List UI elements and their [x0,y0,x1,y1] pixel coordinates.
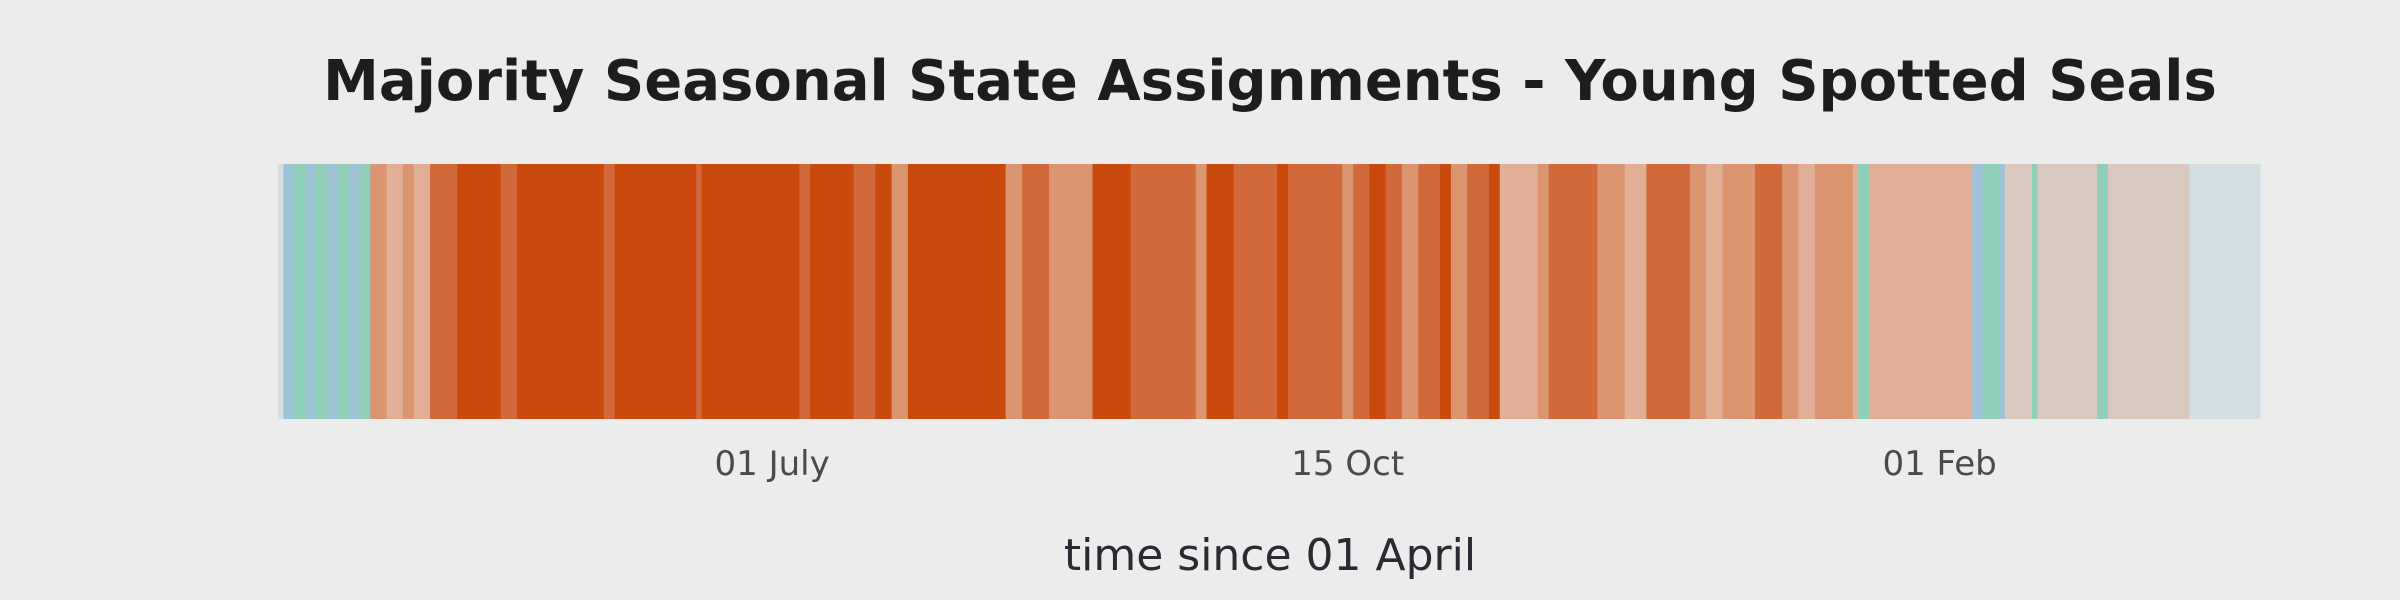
state-segment [516,164,605,419]
state-segment [1418,164,1441,419]
state-segment [430,164,458,419]
state-segment [614,164,697,419]
state-segment [1814,164,1854,419]
state-segment [1624,164,1647,419]
state-segment [1852,164,1859,419]
state-segment [1402,164,1419,419]
state-segment [359,164,371,419]
state-segment [2031,164,2038,419]
state-segment [603,164,616,419]
state-segment [1858,164,1870,419]
state-segment [799,164,811,419]
state-segment [907,164,1007,419]
state-segment [457,164,502,419]
state-segment [2037,164,2098,419]
state-segment [1499,164,1539,419]
state-segment [701,164,800,419]
state-segment [1706,164,1724,419]
x-tick-label: 01 July [715,444,830,484]
state-segment [1353,164,1371,419]
state-segment [1005,164,1023,419]
state-segment [1342,164,1354,419]
state-segment [1999,164,2006,419]
x-axis-ticks: 01 July 15 Oct 01 Feb [715,444,1997,484]
state-segment [1288,164,1343,419]
state-segment [370,164,388,419]
state-segment [1722,164,1756,419]
state-strip [278,164,2261,419]
state-segment [337,164,350,419]
state-segment [1537,164,1550,419]
state-segment [1467,164,1490,419]
state-segment [305,164,317,419]
state-segment [891,164,909,419]
state-segment [1689,164,1707,419]
state-segment [316,164,328,419]
state-segment [326,164,339,419]
state-segment [1092,164,1132,419]
state-segment [386,164,404,419]
state-segment [1754,164,1783,419]
state-segment [1369,164,1387,419]
state-segment [278,164,285,419]
state-segment [1277,164,1289,419]
state-segment [1233,164,1278,419]
state-segment [1195,164,1208,419]
state-segment [1152,164,1197,419]
state-segment [875,164,893,419]
state-segment [294,164,306,419]
state-segment [1130,164,1153,419]
state-segment [2004,164,2033,419]
state-segment [2107,164,2191,419]
x-tick-label: 15 Oct [1291,444,1404,484]
state-segment [348,164,361,419]
state-segment [1206,164,1235,419]
state-segment [810,164,855,419]
state-segment [1049,164,1094,419]
state-segment [1440,164,1452,419]
state-segment [402,164,415,419]
x-tick-label: 01 Feb [1882,444,1996,484]
state-segment [1450,164,1468,419]
chart-title: Majority Seasonal State Assignments - Yo… [323,49,2217,114]
state-segment [2189,164,2261,419]
state-segment [1488,164,1501,419]
state-segment [1385,164,1403,419]
x-axis-label: time since 01 April [1064,530,1476,581]
state-segment [696,164,703,419]
state-segment [1798,164,1816,419]
state-segment [1646,164,1691,419]
state-segment [1021,164,1050,419]
state-segment [1597,164,1626,419]
state-segment [1983,164,2000,419]
state-segment [413,164,431,419]
state-segment [853,164,876,419]
state-segment [1972,164,1984,419]
state-segment [1782,164,1800,419]
state-segment [500,164,518,419]
state-segment [1869,164,1973,419]
state-segment [2097,164,2109,419]
state-segment [283,164,295,419]
state-segment [1548,164,1599,419]
